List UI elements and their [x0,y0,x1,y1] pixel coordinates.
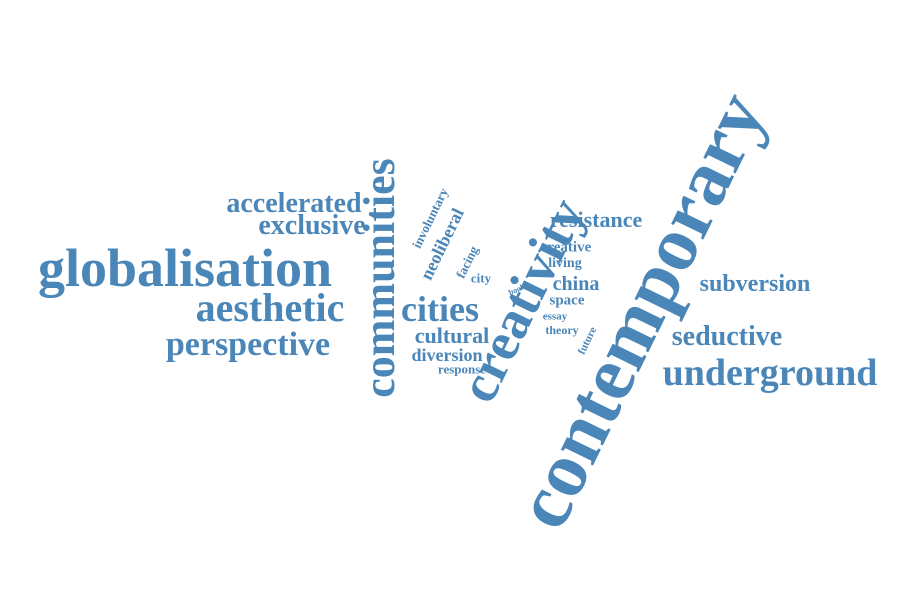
word-underground: underground [662,352,878,394]
word-essay: essay [542,310,568,323]
word-exclusive: exclusive [258,210,366,241]
word-resistance: resistance [549,207,643,232]
word-communities: communities [355,158,404,398]
word-living: living [548,256,582,271]
word-perspective: perspective [165,326,331,363]
word-globalisation: globalisation [37,238,333,298]
word-city: city [470,270,492,286]
word-cities: cities [401,289,479,329]
word-aesthetic: aesthetic [195,285,345,330]
word-diversion: diversion [411,345,483,365]
word-creative: creative [540,239,592,256]
word-cultural: cultural [414,323,490,348]
word-space: space [549,292,585,309]
word-accelerated: accelerated [226,188,362,219]
word-response: response [437,361,487,377]
word-china: china [552,273,600,295]
word-subversion: subversion [699,271,811,297]
word-theory: theory [545,323,579,337]
word-seductive: seductive [671,321,783,352]
